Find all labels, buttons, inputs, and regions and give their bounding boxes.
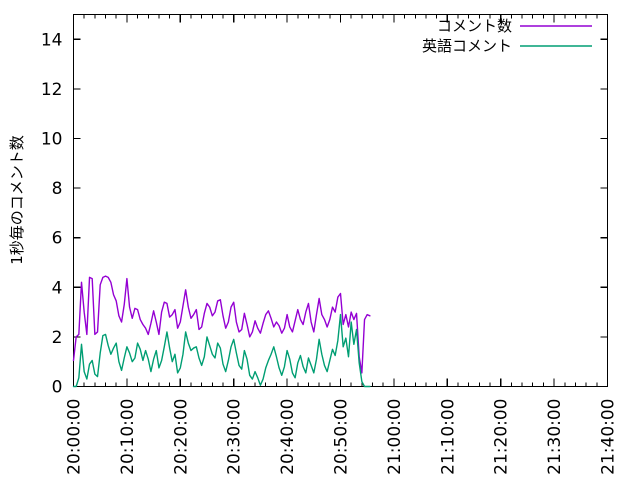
y-axis-label: 1秒毎のコメント数: [8, 135, 26, 265]
data-series-group: [72, 275, 371, 388]
x-axis-ticks: [72, 14, 609, 387]
y-tick-label: 2: [52, 328, 63, 348]
y-tick-label: 14: [41, 30, 63, 50]
x-tick-label: 20:10:00: [118, 399, 138, 475]
x-tick-label: 21:30:00: [545, 399, 565, 475]
x-tick-label: 20:40:00: [278, 399, 298, 475]
y-tick-label: 4: [52, 278, 63, 298]
x-tick-label: 21:10:00: [438, 399, 458, 475]
x-axis-tick-labels: 20:00:00 20:10:00 20:20:00 20:30:00 20:40:00…: [65, 399, 619, 475]
x-tick-label: 20:30:00: [225, 399, 245, 475]
x-tick-label: 21:20:00: [492, 399, 512, 475]
x-tick-label: 21:00:00: [385, 399, 405, 475]
y-tick-label: 8: [52, 179, 63, 199]
x-axis-minor-ticks: [83, 14, 598, 387]
x-tick-label: 20:00:00: [65, 399, 85, 475]
x-tick-label: 20:20:00: [171, 399, 191, 475]
y-axis-ticks: [73, 38, 608, 388]
y-tick-label: 0: [52, 378, 63, 398]
series-line-2: [72, 313, 371, 388]
legend-label-2: 英語コメント: [422, 37, 512, 55]
x-tick-label: 21:40:00: [599, 399, 619, 475]
series-line-1: [72, 275, 371, 374]
y-tick-label: 6: [52, 229, 63, 249]
y-axis-tick-labels: 0 2 4 6 8 10 12 14: [41, 30, 63, 397]
x-tick-label: 20:50:00: [332, 399, 352, 475]
legend-label-1: コメント数: [437, 17, 512, 35]
y-tick-label: 10: [41, 130, 63, 150]
y-tick-label: 12: [41, 80, 63, 100]
